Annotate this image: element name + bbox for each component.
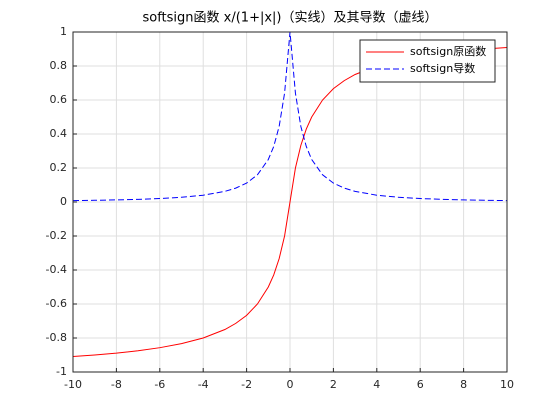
x-tick-label: 4 bbox=[373, 378, 380, 391]
y-tick-label: 0.4 bbox=[50, 127, 68, 140]
y-tick-label: -1 bbox=[56, 365, 67, 378]
axes-box bbox=[72, 31, 508, 373]
x-tick-label: 2 bbox=[330, 378, 337, 391]
x-tick-label: 8 bbox=[460, 378, 467, 391]
legend-label: softsign导数 bbox=[410, 62, 475, 75]
x-tick-label: 10 bbox=[500, 378, 514, 391]
x-tick-label: -2 bbox=[241, 378, 252, 391]
y-tick-label: 0.2 bbox=[50, 161, 68, 174]
legend-box bbox=[359, 39, 496, 83]
x-tick-label: -4 bbox=[198, 378, 209, 391]
x-tick-label: 0 bbox=[287, 378, 294, 391]
y-tick-label: 0 bbox=[60, 195, 67, 208]
y-tick-label: 1 bbox=[60, 25, 67, 38]
y-tick-label: -0.6 bbox=[46, 297, 67, 310]
y-tick-label: 0.6 bbox=[50, 93, 68, 106]
x-tick-label: -6 bbox=[154, 378, 165, 391]
chart-title: softsign函数 x/(1+|x|)（实线）及其导数（虚线） bbox=[142, 11, 437, 26]
x-tick-label: -8 bbox=[111, 378, 122, 391]
y-tick-label: 0.8 bbox=[50, 59, 68, 72]
y-tick-label: -0.2 bbox=[46, 229, 67, 242]
legend-label: softsign原函数 bbox=[410, 45, 486, 58]
x-tick-label: -10 bbox=[64, 378, 82, 391]
y-tick-label: -0.8 bbox=[46, 331, 67, 344]
x-tick-label: 6 bbox=[417, 378, 424, 391]
y-tick-label: -0.4 bbox=[46, 263, 67, 276]
